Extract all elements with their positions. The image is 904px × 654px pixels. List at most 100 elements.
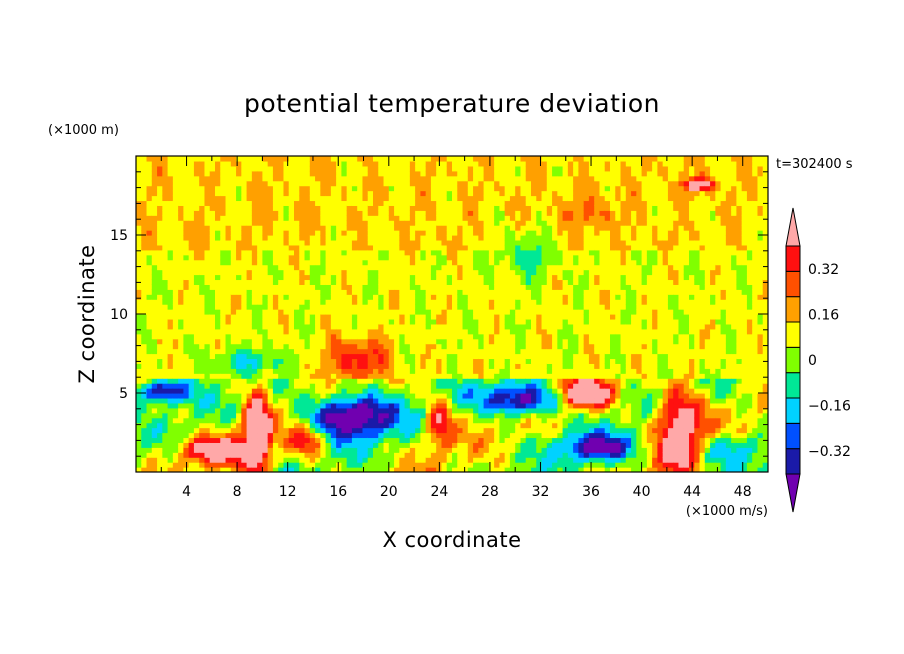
field-cell bbox=[452, 269, 458, 276]
field-cell bbox=[378, 318, 385, 325]
field-cell bbox=[541, 407, 548, 414]
field-cell bbox=[494, 318, 500, 325]
field-cell bbox=[315, 437, 321, 443]
field-cell bbox=[167, 328, 174, 335]
field-cell bbox=[288, 299, 295, 305]
field-cell bbox=[525, 156, 532, 162]
field-cell bbox=[220, 314, 227, 320]
field-cell bbox=[509, 407, 516, 414]
field-cell bbox=[357, 239, 364, 246]
field-cell bbox=[267, 412, 274, 419]
field-cell bbox=[436, 368, 443, 374]
field-cell bbox=[467, 235, 474, 241]
field-cell bbox=[494, 235, 500, 241]
field-cell bbox=[409, 442, 416, 448]
field-cell bbox=[520, 353, 527, 360]
field-cell bbox=[230, 284, 237, 290]
field-cell bbox=[404, 156, 411, 162]
field-cell bbox=[325, 165, 332, 172]
field-cell bbox=[509, 457, 516, 463]
field-cell bbox=[346, 289, 353, 295]
field-cell bbox=[515, 165, 522, 172]
field-cell bbox=[157, 338, 163, 345]
field-cell bbox=[409, 294, 416, 300]
field-cell bbox=[525, 200, 532, 206]
field-cell bbox=[241, 338, 248, 345]
field-cell bbox=[162, 358, 169, 364]
field-cell bbox=[378, 254, 385, 261]
field-cell bbox=[473, 235, 479, 241]
field-cell bbox=[415, 215, 421, 221]
field-cell bbox=[278, 210, 285, 216]
field-cell bbox=[357, 333, 364, 340]
field-cell bbox=[367, 185, 374, 192]
field-cell bbox=[420, 338, 427, 345]
field-cell bbox=[136, 289, 142, 295]
field-cell bbox=[230, 274, 237, 281]
field-cell bbox=[178, 254, 184, 261]
field-cell bbox=[157, 388, 163, 394]
field-cell bbox=[409, 284, 416, 290]
field-cell bbox=[167, 314, 174, 320]
field-cell bbox=[309, 412, 316, 419]
field-cell bbox=[341, 170, 348, 177]
field-cell bbox=[399, 284, 406, 290]
field-cell bbox=[157, 249, 163, 256]
field-cell bbox=[346, 185, 353, 192]
field-cell bbox=[504, 230, 511, 236]
field-cell bbox=[441, 304, 448, 310]
field-cell bbox=[452, 412, 458, 419]
field-cell bbox=[430, 437, 437, 443]
field-cell bbox=[346, 225, 353, 231]
field-cell bbox=[162, 402, 169, 409]
field-cell bbox=[478, 264, 485, 271]
field-cell bbox=[225, 442, 232, 448]
field-cell bbox=[209, 338, 216, 345]
field-cell bbox=[452, 393, 458, 399]
field-cell bbox=[430, 422, 437, 429]
field-cell bbox=[457, 467, 464, 472]
field-cell bbox=[183, 368, 190, 374]
field-cell bbox=[257, 220, 263, 226]
field-cell bbox=[157, 180, 163, 187]
field-cell bbox=[362, 200, 369, 206]
field-cell bbox=[220, 422, 227, 429]
field-cell bbox=[215, 215, 221, 221]
field-cell bbox=[541, 230, 548, 236]
field-cell bbox=[520, 249, 527, 256]
field-cell bbox=[257, 299, 263, 305]
field-cell bbox=[162, 210, 169, 216]
field-cell bbox=[267, 309, 274, 315]
field-cell bbox=[404, 457, 411, 463]
field-cell bbox=[378, 284, 385, 290]
field-cell bbox=[304, 402, 311, 409]
field-cell bbox=[178, 397, 184, 404]
field-cell bbox=[294, 309, 300, 315]
field-cell bbox=[394, 427, 400, 434]
field-cell bbox=[420, 235, 427, 241]
field-cell bbox=[199, 343, 206, 350]
field-cell bbox=[494, 328, 500, 335]
field-cell bbox=[509, 294, 516, 300]
field-cell bbox=[525, 432, 532, 439]
field-cell bbox=[294, 205, 300, 211]
field-cell bbox=[299, 225, 306, 231]
field-cell bbox=[188, 309, 195, 315]
field-cell bbox=[367, 353, 374, 360]
field-cell bbox=[404, 378, 411, 384]
field-cell bbox=[278, 442, 285, 448]
field-cell bbox=[320, 378, 327, 384]
field-cell bbox=[415, 437, 421, 443]
field-cell bbox=[283, 195, 290, 202]
field-cell bbox=[452, 195, 458, 202]
field-cell bbox=[336, 318, 342, 325]
field-cell bbox=[241, 388, 248, 394]
field-cell bbox=[536, 318, 543, 325]
field-cell bbox=[504, 363, 511, 369]
field-cell bbox=[409, 244, 416, 251]
field-cell bbox=[225, 299, 232, 305]
field-cell bbox=[499, 205, 506, 211]
field-cell bbox=[399, 254, 406, 261]
field-cell bbox=[452, 442, 458, 448]
field-cell bbox=[278, 412, 285, 419]
